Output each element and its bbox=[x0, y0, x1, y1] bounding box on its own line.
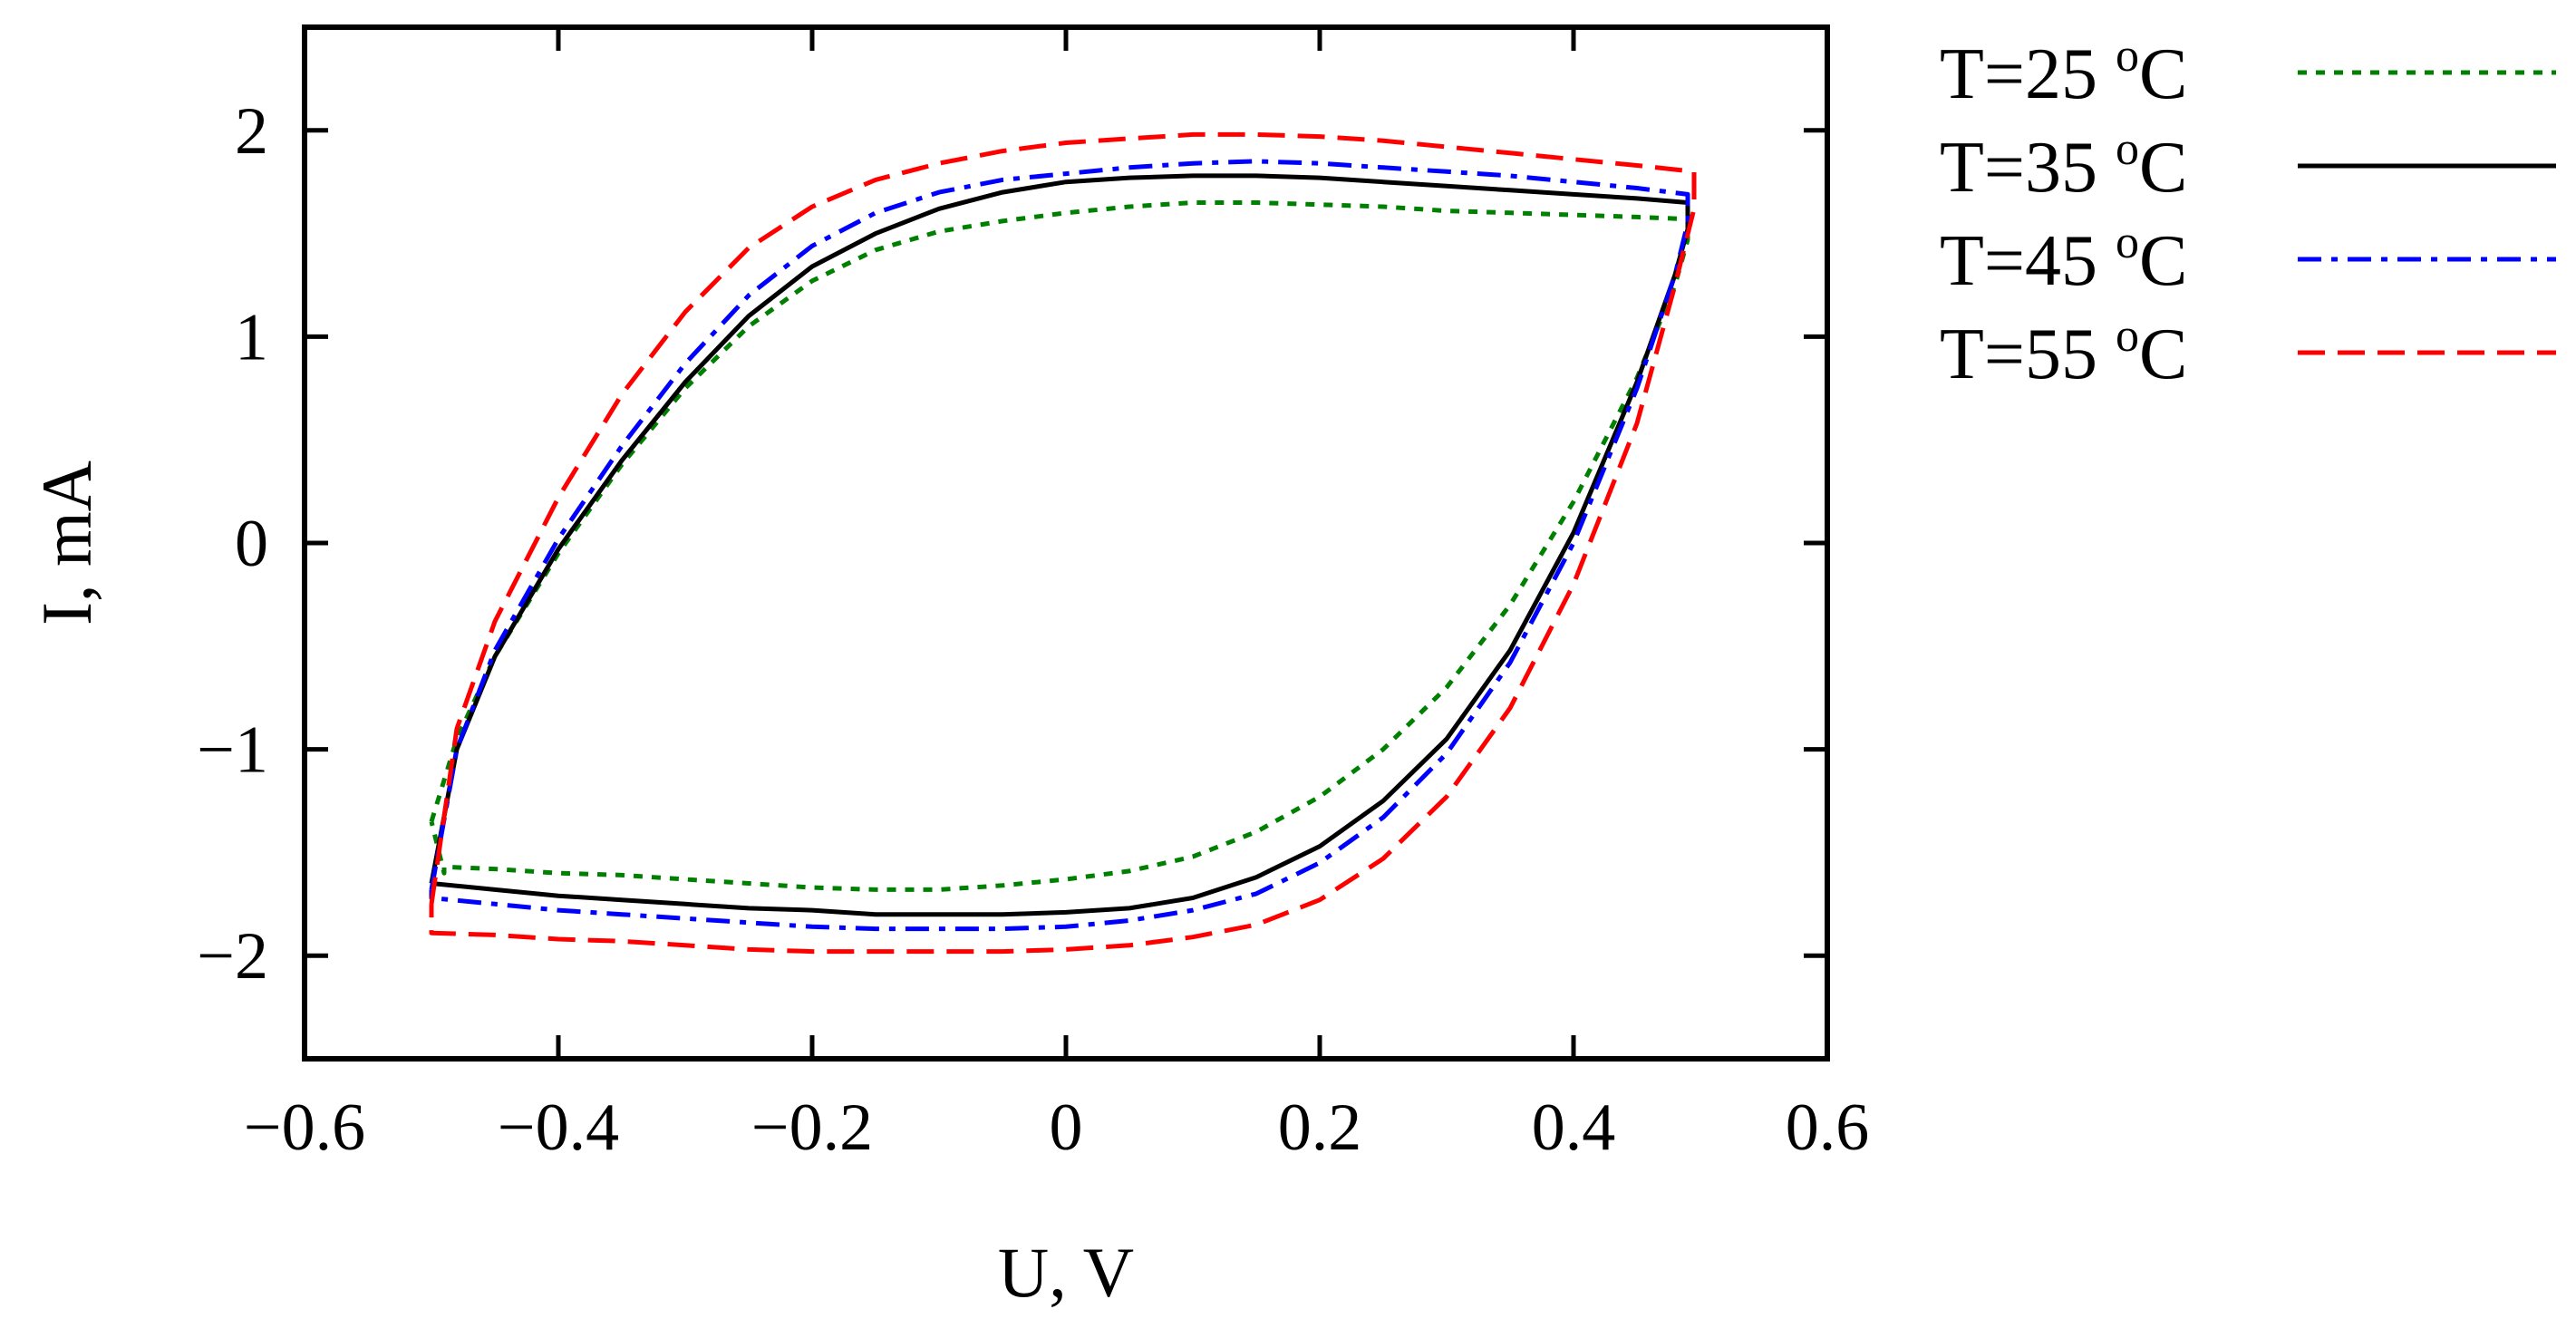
x-tick-label: 0.2 bbox=[1278, 1091, 1362, 1165]
legend-label-degree: o bbox=[2116, 123, 2139, 175]
x-tick-label: 0.4 bbox=[1532, 1091, 1616, 1165]
plot-area-frame bbox=[302, 24, 1830, 1062]
legend-label-text: T=55 bbox=[1940, 315, 2116, 394]
legend-label-2: T=35 oC bbox=[1940, 123, 2187, 208]
y-tick-label: 0 bbox=[235, 507, 268, 581]
series-line-1 bbox=[429, 200, 1690, 892]
series-layer bbox=[429, 131, 1697, 955]
y-tick-label: 1 bbox=[235, 300, 268, 374]
y-tick-label: −1 bbox=[197, 713, 268, 788]
ticks-layer: −0.6 −0.4 −0.2 0 0.2 0.4 0.6 −2 −1 0 1 2 bbox=[197, 27, 1869, 1165]
legend-label-unit: C bbox=[2139, 128, 2187, 208]
x-tick-label: 0.6 bbox=[1786, 1091, 1870, 1165]
x-tick-label: −0.2 bbox=[751, 1091, 873, 1165]
legend-label-text: T=25 bbox=[1940, 34, 2116, 114]
series-line-4 bbox=[429, 131, 1697, 955]
legend-label-unit: C bbox=[2139, 34, 2187, 114]
legend-label-3: T=45 oC bbox=[1940, 217, 2187, 301]
x-axis-label: U, V bbox=[998, 1233, 1134, 1312]
legend: T=25 oCT=35 oCT=45 oCT=55 oC bbox=[1940, 30, 2556, 394]
y-axis-label: I, mA bbox=[27, 461, 106, 625]
legend-label-4: T=55 oC bbox=[1940, 310, 2187, 394]
x-tick-label: −0.4 bbox=[498, 1091, 619, 1165]
legend-label-degree: o bbox=[2116, 217, 2139, 268]
x-tick-label: 0 bbox=[1050, 1091, 1083, 1165]
legend-label-unit: C bbox=[2139, 221, 2187, 301]
legend-label-text: T=45 bbox=[1940, 221, 2116, 301]
legend-label-degree: o bbox=[2116, 310, 2139, 362]
y-tick-label: −2 bbox=[197, 919, 268, 994]
x-tick-label: −0.6 bbox=[244, 1091, 365, 1165]
legend-label-unit: C bbox=[2139, 315, 2187, 394]
y-tick-label: 2 bbox=[235, 94, 268, 169]
legend-label-1: T=25 oC bbox=[1940, 30, 2187, 114]
legend-label-text: T=35 bbox=[1940, 128, 2116, 208]
legend-label-degree: o bbox=[2116, 30, 2139, 82]
